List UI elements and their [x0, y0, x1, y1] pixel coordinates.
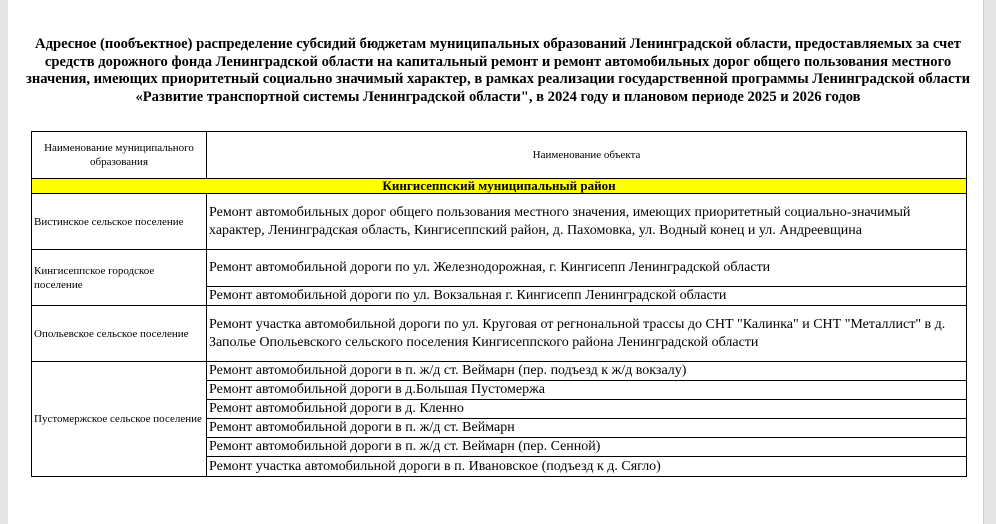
region-row: Кингисеппский муниципальный район [31, 178, 967, 194]
object-cell: Ремонт участка автомобильной дороги в п.… [206, 456, 967, 477]
object-cell: Ремонт автомобильной дороги по ул. Желез… [206, 249, 967, 287]
header-municipality: Наименование муниципального образования [31, 131, 207, 179]
object-cell: Ремонт автомобильной дороги в п. ж/д ст.… [206, 437, 967, 457]
header-object: Наименование объекта [206, 131, 967, 179]
subsidy-table: Наименование муниципального образования … [31, 131, 967, 477]
page-margin-left [0, 0, 8, 524]
object-cell: Ремонт автомобильной дороги в п. ж/д ст.… [206, 361, 967, 381]
table-row: Опольевское сельское поселение Ремонт уч… [31, 305, 967, 362]
table-row: Вистинское сельское поселение Ремонт авт… [31, 193, 967, 250]
municipality-cell: Опольевское сельское поселение [31, 305, 207, 362]
page-margin-right [983, 0, 996, 524]
municipality-cell: Вистинское сельское поселение [31, 193, 207, 250]
object-cell: Ремонт автомобильной дороги в п. ж/д ст.… [206, 418, 967, 438]
object-cell: Ремонт автомобильной дороги в д.Большая … [206, 380, 967, 400]
object-cell: Ремонт автомобильной дороги по ул. Вокза… [206, 286, 967, 306]
object-cell: Ремонт участка автомобильной дороги по у… [206, 305, 967, 362]
table-row: Пустомержское сельское поселение Ремонт … [31, 361, 967, 477]
region-name: Кингисеппский муниципальный район [31, 178, 967, 194]
table-row: Ремонт участка автомобильной дороги в п.… [32, 456, 967, 477]
table-row: Кингисеппское городское поселение Ремонт… [31, 249, 967, 306]
table-header-row: Наименование муниципального образования … [31, 131, 967, 179]
table-row: Ремонт автомобильной дороги в п. ж/д ст.… [32, 437, 967, 457]
municipality-cell: Кингисеппское городское поселение [31, 249, 207, 306]
object-cell: Ремонт автомобильных дорог общего пользо… [206, 193, 967, 250]
object-cell: Ремонт автомобильной дороги в д. Кленно [206, 399, 967, 419]
municipality-cell: Пустомержское сельское поселение [31, 361, 207, 477]
document-title: Адресное (пообъектное) распределение суб… [25, 36, 971, 105]
